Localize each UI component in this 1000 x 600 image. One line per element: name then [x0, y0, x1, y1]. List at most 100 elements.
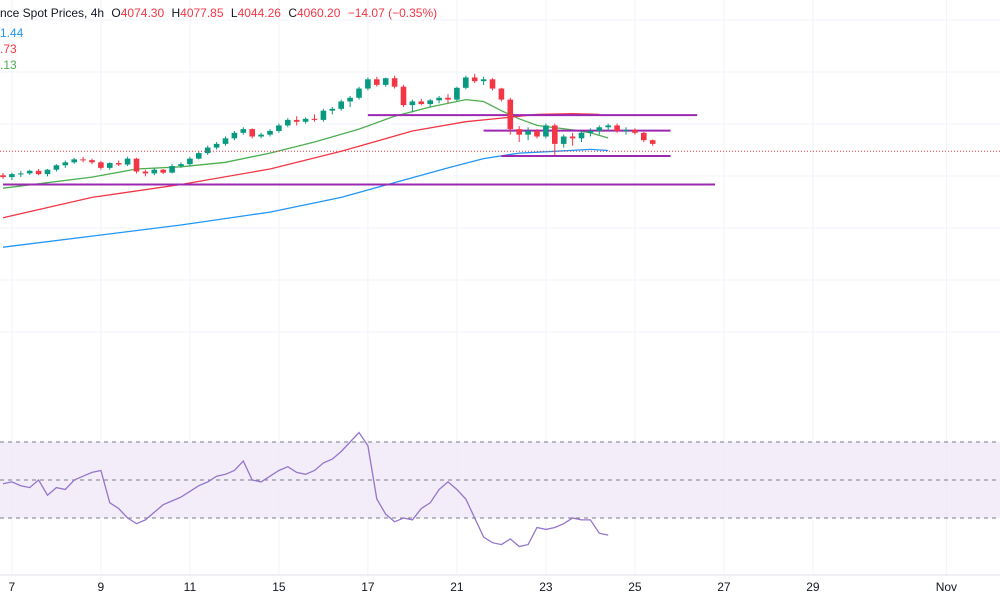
candle-body	[302, 118, 309, 122]
rsi-band	[0, 441, 1000, 519]
candle-body	[649, 140, 656, 144]
candle-41	[365, 77, 371, 91]
candle-body	[516, 129, 522, 135]
candle-50	[445, 94, 451, 104]
candle-6	[53, 164, 60, 172]
candle-body	[98, 162, 104, 168]
candle-body	[71, 159, 77, 163]
candle-body	[569, 136, 576, 139]
candle-body	[267, 130, 273, 135]
candle-62	[552, 123, 558, 155]
candle-body	[320, 110, 327, 120]
legend-sma-fast[interactable]: .13	[0, 58, 17, 72]
candle-body	[489, 79, 496, 89]
high-label: H	[171, 6, 181, 20]
candle-body	[240, 129, 247, 133]
candle-35	[311, 114, 318, 122]
candle-body	[213, 143, 220, 148]
candle-23	[204, 145, 211, 155]
candle-body	[480, 79, 487, 82]
candles	[0, 73, 656, 181]
candle-64	[569, 132, 576, 146]
candle-body	[26, 170, 33, 174]
x-tick-label-6: 23	[539, 580, 553, 594]
legend-sma-slow[interactable]: 1.44	[0, 26, 24, 40]
candle-19	[169, 164, 175, 174]
candle-1	[9, 172, 15, 181]
candle-10	[89, 158, 95, 165]
candle-body	[276, 125, 282, 131]
candle-body	[53, 165, 60, 170]
candle-body	[142, 171, 149, 174]
candle-60	[534, 129, 540, 139]
sma-line-0	[2, 98, 609, 189]
candle-body	[418, 101, 425, 105]
candle-26	[231, 130, 238, 141]
candle-body	[293, 119, 300, 122]
symbol-title[interactable]: nce Spot Prices, 4h	[0, 6, 105, 20]
candle-0	[0, 173, 6, 179]
candle-body	[80, 159, 86, 161]
candle-63	[560, 134, 567, 148]
legend-sma-mid[interactable]: .73	[0, 42, 17, 56]
candle-body	[578, 132, 585, 139]
candle-58	[516, 126, 522, 143]
x-tick-label-7: 25	[628, 580, 642, 594]
candle-17	[151, 167, 158, 176]
candle-body	[329, 108, 336, 111]
candle-15	[133, 157, 140, 174]
candle-body	[18, 173, 24, 175]
candle-body	[552, 125, 558, 144]
candle-body	[427, 100, 433, 105]
candle-70	[623, 127, 629, 135]
open-value: 4074.30	[120, 6, 165, 20]
candle-body	[543, 125, 549, 137]
candle-22	[196, 151, 202, 160]
x-tick-label-3: 15	[272, 580, 286, 594]
candle-39	[347, 95, 353, 107]
candle-53	[471, 73, 478, 84]
candle-body	[231, 132, 238, 139]
x-tick-label-2: 11	[184, 580, 197, 594]
x-tick-label-0: 7	[9, 580, 16, 594]
candle-48	[427, 98, 433, 107]
x-tick-label-1: 9	[98, 580, 105, 594]
candle-33	[293, 116, 300, 126]
candle-68	[605, 123, 611, 131]
candle-66	[587, 128, 594, 137]
candle-body	[338, 101, 344, 109]
candle-2	[18, 171, 24, 178]
candle-body	[391, 78, 398, 87]
candle-28	[249, 128, 255, 139]
candle-45	[400, 84, 407, 107]
high-value: 4077.85	[180, 6, 224, 20]
candle-69	[614, 123, 620, 133]
candle-56	[498, 87, 505, 102]
candle-8	[71, 157, 77, 164]
candle-71	[632, 128, 638, 135]
candle-16	[142, 169, 149, 177]
candle-38	[338, 99, 344, 111]
candle-42	[374, 76, 380, 87]
candle-61	[543, 123, 549, 139]
candle-body	[187, 158, 193, 165]
low-label: L	[230, 6, 238, 20]
candle-body	[560, 136, 567, 144]
candle-4	[35, 168, 42, 176]
candle-65	[578, 130, 585, 143]
rsi-panel	[2, 431, 609, 548]
candle-body	[623, 129, 629, 131]
candle-body	[454, 87, 460, 100]
candle-body	[632, 129, 638, 133]
candle-40	[356, 86, 362, 100]
support-resistance-levels[interactable]	[3, 114, 715, 186]
time-axis[interactable]: 7 9 11 15 17 21 23 25 27 29 Nov	[9, 580, 958, 594]
candle-body	[382, 78, 389, 85]
candle-43	[382, 77, 389, 87]
candle-37	[329, 106, 336, 115]
candle-31	[276, 123, 282, 133]
candle-34	[302, 117, 309, 124]
candle-body	[311, 118, 318, 120]
candle-body	[463, 77, 469, 88]
